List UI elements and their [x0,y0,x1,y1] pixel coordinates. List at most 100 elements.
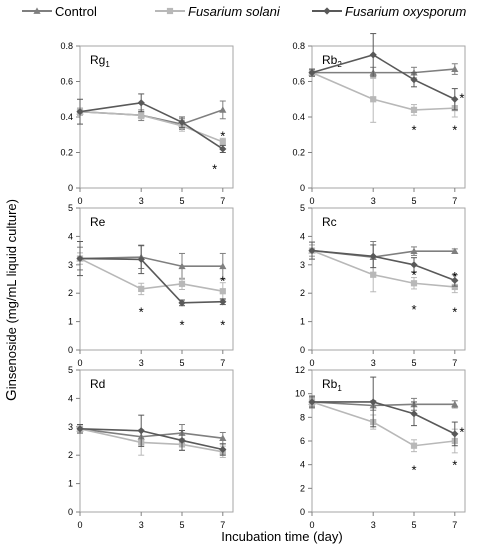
x-tick-label: 0 [77,358,82,368]
series-fusarium-oxysporum [308,33,459,111]
series-line [79,110,224,143]
plot-area [311,369,466,513]
y-tick-label: 0.6 [60,77,73,87]
data-point [451,95,459,103]
panel-title: Rd [90,377,105,391]
data-point [76,425,84,433]
significance-star: * [411,302,416,317]
significance-star: * [452,269,457,284]
legend-label-control: Control [55,4,97,19]
y-axis-title-rest: insenoside (mg/mL liquid culture) [4,199,19,389]
data-point [451,65,459,72]
series-line [311,249,455,288]
x-tick-label: 0 [309,358,314,368]
series-line [79,101,224,150]
legend-marker-control [33,7,41,14]
data-point [219,106,227,113]
panel-title-subscript: 1 [337,384,342,393]
panel-rg1: 0 0.2 0.4 0.6 0.8 0 3 5 7 Rg1 * * [60,41,234,206]
panel-re: 0 1 2 3 4 5 0 3 5 7 Re * * * * [68,203,234,368]
data-point [308,398,316,406]
significance-star: * [459,425,464,440]
data-point [138,285,145,293]
y-tick-label: 0 [300,183,305,193]
x-axis-title: Incubation time (day) [221,529,342,544]
data-point [219,145,227,153]
significance-star: * [411,122,416,137]
y-tick-label: 5 [300,203,305,213]
series-line [311,71,455,111]
y-axis-title: Ginsenoside (mg/mL liquid culture) [3,199,20,401]
y-tick-label: 10 [295,389,305,399]
data-point [178,262,186,270]
x-tick-label: 3 [371,358,376,368]
x-tick-label: 7 [220,196,225,206]
panel-title: Rb1 [322,377,342,393]
y-tick-label: 0.2 [60,148,73,158]
significance-star: * [459,90,464,105]
legend-label-fusarium-oxysporum: Fusarium oxysporum [345,4,467,19]
data-point [219,434,227,442]
panel-title: Rg1 [90,53,110,69]
y-tick-label: 0.8 [292,41,305,51]
x-tick-label: 0 [309,196,314,206]
series-control [308,241,459,274]
plot-area [79,45,234,189]
data-point [370,96,377,103]
y-tick-label: 3 [300,260,305,270]
y-tick-label: 0 [68,507,73,517]
plot-area [79,369,234,513]
data-point [369,51,377,59]
series-line [312,68,455,74]
x-tick-label: 0 [77,520,82,530]
x-tick-label: 7 [452,196,457,206]
data-point [369,252,377,260]
y-tick-label: 3 [68,260,73,270]
y-tick-label: 8 [300,412,305,422]
series-fusarium-solani [76,107,226,146]
y-tick-label: 0 [300,345,305,355]
panel-title-main: Rc [322,215,337,229]
data-point [178,299,186,307]
significance-star: * [139,305,144,320]
series-line [312,401,456,435]
plot-area [79,207,234,351]
data-point [451,247,459,255]
y-tick-label: 4 [68,231,73,241]
series-fusarium-oxysporum [308,241,459,287]
data-point [308,69,316,77]
data-point [137,427,145,435]
legend-entry-fusarium-solani: Fusarium solani [155,4,281,19]
data-point [410,410,418,418]
y-tick-label: 2 [68,288,73,298]
series-line [79,428,223,453]
panel-title-main: Rd [90,377,105,391]
series-line [311,249,456,282]
x-tick-label: 7 [452,358,457,368]
y-tick-label: 1 [68,317,73,327]
y-tick-label: 0 [68,345,73,355]
x-tick-label: 3 [139,196,144,206]
panel-rd: 0 1 2 3 4 5 0 3 5 7 Rd [68,365,234,530]
y-tick-label: 0 [68,183,73,193]
data-point [410,76,418,84]
series-line [79,256,223,268]
panel-title-main: Rb [322,377,338,391]
series-control [76,100,227,130]
x-tick-label: 3 [371,196,376,206]
y-tick-label: 4 [300,231,305,241]
y-tick-label: 3 [68,422,73,432]
significance-star: * [179,317,184,332]
x-tick-label: 5 [179,520,184,530]
panel-rc: 0 1 2 3 4 5 0 3 5 7 Rc * * * * [300,203,466,368]
y-tick-label: 4 [300,460,305,470]
data-point [451,400,459,408]
y-tick-label: 0 [300,507,305,517]
panel-rb1: 0 2 4 6 8 10 12 0 3 5 7 Rb1 * * * [295,365,466,530]
y-tick-label: 4 [68,393,73,403]
data-point [138,112,145,119]
data-point [410,106,418,113]
y-tick-label: 0.8 [60,41,73,51]
x-tick-label: 5 [179,358,184,368]
series-line [79,427,223,451]
